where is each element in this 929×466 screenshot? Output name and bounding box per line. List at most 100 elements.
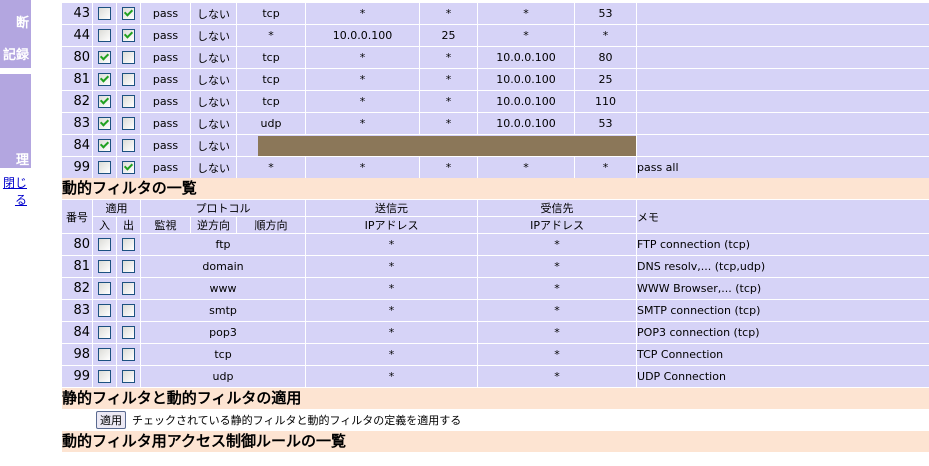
- action: pass: [141, 47, 190, 68]
- out-checkbox[interactable]: [122, 51, 135, 65]
- in-checkbox[interactable]: [98, 282, 111, 296]
- in-checkbox[interactable]: [98, 95, 111, 109]
- out-checkbox[interactable]: [122, 29, 135, 43]
- src-port: *: [420, 47, 477, 68]
- src-ip: *: [306, 256, 478, 277]
- src-ip: *: [306, 300, 478, 321]
- out-checkbox[interactable]: [122, 139, 135, 153]
- header-dst-ip: IPアドレス: [478, 217, 637, 233]
- sidebar-item[interactable]: 断: [15, 16, 29, 31]
- action: pass: [141, 25, 190, 46]
- dst-ip: 10.0.0.100: [478, 113, 574, 134]
- in-cell: [93, 47, 116, 68]
- src-ip: *: [306, 91, 419, 112]
- protocol: tcp: [141, 344, 306, 365]
- in-cell: [93, 278, 116, 299]
- dst-ip: *: [478, 344, 637, 365]
- protocol: tcp: [237, 91, 305, 112]
- src-ip: *: [306, 157, 419, 178]
- in-checkbox[interactable]: [98, 51, 111, 65]
- dst-ip: 10.0.0.100: [478, 91, 574, 112]
- in-cell: [93, 3, 116, 24]
- src-ip: *: [306, 344, 478, 365]
- log: しない: [191, 47, 236, 68]
- out-checkbox[interactable]: [122, 95, 135, 109]
- table-row: 84 pass しない: [62, 135, 929, 156]
- out-checkbox[interactable]: [122, 260, 135, 274]
- in-checkbox[interactable]: [98, 29, 111, 43]
- redacted-area: [237, 135, 636, 156]
- memo: WWW Browser,... (tcp): [637, 278, 929, 299]
- out-checkbox[interactable]: [122, 304, 135, 318]
- out-checkbox[interactable]: [122, 348, 135, 362]
- sidebar-item[interactable]: 記録: [2, 48, 29, 63]
- memo: pass all: [637, 157, 929, 178]
- log: しない: [191, 157, 236, 178]
- rule-number: 43: [62, 3, 92, 24]
- in-checkbox[interactable]: [98, 370, 111, 384]
- dst-port: *: [575, 25, 636, 46]
- rule-number: 82: [62, 91, 92, 112]
- protocol: www: [141, 278, 306, 299]
- rule-number: 82: [62, 278, 92, 299]
- apply-heading: 静的フィルタと動的フィルタの適用: [62, 388, 929, 409]
- src-ip: 10.0.0.100: [306, 25, 419, 46]
- sidebar-item[interactable]: 理: [15, 153, 29, 168]
- out-cell: [117, 322, 140, 343]
- protocol: domain: [141, 256, 306, 277]
- apply-row: 適用 チェックされている静的フィルタと動的フィルタの定義を適用する: [62, 409, 929, 431]
- out-checkbox[interactable]: [122, 7, 135, 21]
- in-checkbox[interactable]: [98, 326, 111, 340]
- out-checkbox[interactable]: [122, 73, 135, 87]
- sidebar-menu-block[interactable]: 断 記録: [0, 0, 31, 68]
- close-link[interactable]: 閉じる: [2, 176, 27, 207]
- out-checkbox[interactable]: [122, 117, 135, 131]
- out-checkbox[interactable]: [122, 282, 135, 296]
- rule-number: 83: [62, 300, 92, 321]
- in-checkbox[interactable]: [98, 7, 111, 21]
- protocol: tcp: [237, 3, 305, 24]
- in-checkbox[interactable]: [98, 73, 111, 87]
- rule-number: 84: [62, 322, 92, 343]
- out-cell: [117, 113, 140, 134]
- in-cell: [93, 234, 116, 255]
- in-cell: [93, 300, 116, 321]
- static-filter-table: 43 pass しない tcp * * * 53 44 pass しない * 10.0.0.100 25 *…: [61, 0, 929, 178]
- table-row: 82 www * * WWW Browser,... (tcp): [62, 278, 929, 299]
- out-cell: [117, 344, 140, 365]
- table-row: 81 pass しない tcp * * 10.0.0.100 25: [62, 69, 929, 90]
- dst-port: *: [575, 157, 636, 178]
- in-checkbox[interactable]: [98, 161, 111, 175]
- header-forward: 順方向: [237, 217, 306, 233]
- apply-button[interactable]: 適用: [96, 411, 126, 429]
- src-ip: *: [306, 366, 478, 387]
- out-checkbox[interactable]: [122, 370, 135, 384]
- dst-port: 53: [575, 3, 636, 24]
- src-ip: *: [306, 234, 478, 255]
- src-port: *: [420, 3, 477, 24]
- in-checkbox[interactable]: [98, 238, 111, 252]
- out-cell: [117, 278, 140, 299]
- in-checkbox[interactable]: [98, 304, 111, 318]
- src-ip: *: [306, 47, 419, 68]
- out-cell: [117, 300, 140, 321]
- header-in: 入: [93, 217, 116, 233]
- protocol: pop3: [141, 322, 306, 343]
- out-checkbox[interactable]: [122, 238, 135, 252]
- in-checkbox[interactable]: [98, 260, 111, 274]
- memo: [637, 91, 929, 112]
- rule-number: 84: [62, 135, 92, 156]
- in-checkbox[interactable]: [98, 139, 111, 153]
- sidebar-menu-block[interactable]: 理: [0, 74, 31, 168]
- table-row: 81 domain * * DNS resolv,... (tcp,udp): [62, 256, 929, 277]
- src-ip: *: [306, 322, 478, 343]
- dst-ip: *: [478, 322, 637, 343]
- in-checkbox[interactable]: [98, 117, 111, 131]
- dst-ip: *: [478, 366, 637, 387]
- out-checkbox[interactable]: [122, 161, 135, 175]
- in-checkbox[interactable]: [98, 348, 111, 362]
- protocol: smtp: [141, 300, 306, 321]
- in-cell: [93, 25, 116, 46]
- out-checkbox[interactable]: [122, 326, 135, 340]
- dst-port: 25: [575, 69, 636, 90]
